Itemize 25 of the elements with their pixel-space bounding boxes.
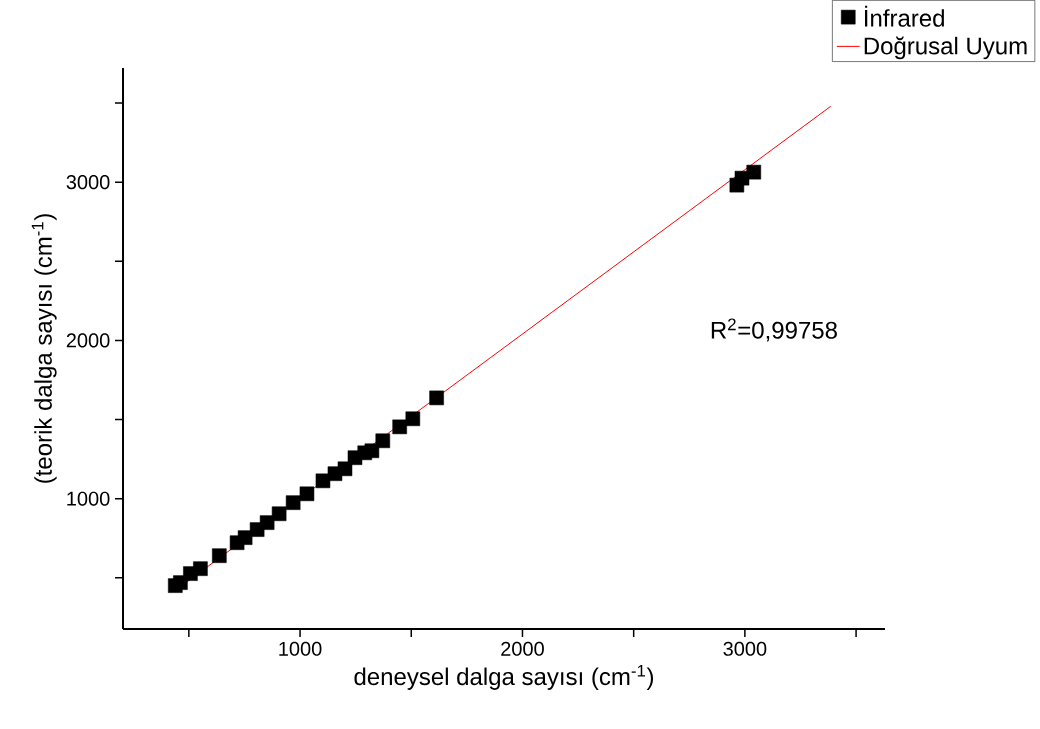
- point: [364, 443, 380, 459]
- point: [299, 486, 315, 502]
- point: [259, 515, 275, 530]
- point: [429, 390, 444, 406]
- y-tick-label: 3000: [66, 175, 110, 190]
- x-tick-label: 3000: [723, 641, 767, 656]
- point: [405, 411, 421, 427]
- point: [193, 561, 208, 576]
- annotation: R$^{2}$=0,99758: [711, 318, 837, 342]
- x-tick-label: 2000: [501, 641, 544, 656]
- y-axis-title: (teorik dalga sayısı (cm$^{-1}$): [31, 214, 57, 483]
- point: [285, 495, 301, 510]
- point: [375, 433, 391, 449]
- point: [392, 419, 407, 435]
- point: [237, 530, 253, 545]
- x-axis-title: deneysel dalga sayısı (cm$^{-1}$): [354, 665, 654, 690]
- y-tick-label: 1000: [67, 491, 110, 506]
- y-tick-label: 2000: [66, 333, 110, 348]
- point: [746, 164, 762, 180]
- point: [337, 461, 353, 477]
- point: [212, 548, 227, 563]
- x-tick-label: 1000: [279, 641, 322, 656]
- point: [271, 506, 287, 522]
- legend-label: Doğrusal Uyum: [864, 36, 1027, 60]
- legend-label: İnfrared: [865, 5, 944, 27]
